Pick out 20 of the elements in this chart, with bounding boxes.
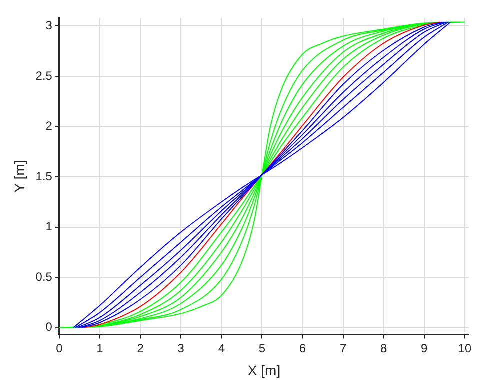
x-tick-label: 6 bbox=[299, 341, 306, 356]
x-axis-title: X [m] bbox=[248, 362, 281, 378]
x-tick-label: 5 bbox=[258, 341, 266, 356]
x-tick-label: 8 bbox=[380, 341, 388, 356]
x-tick-label: 4 bbox=[218, 341, 226, 356]
y-tick-label: 1 bbox=[46, 220, 53, 234]
y-tick-label: 2 bbox=[46, 119, 53, 134]
y-axis-title: Y [m] bbox=[11, 160, 28, 193]
x-tick-label: 7 bbox=[340, 341, 347, 356]
y-tick-label: 0 bbox=[46, 320, 53, 334]
x-tick-label: 9 bbox=[421, 341, 428, 356]
y-tick-label: 2.5 bbox=[36, 68, 53, 83]
x-tick-label: 0 bbox=[56, 341, 64, 356]
y-tick-label: 0.5 bbox=[36, 270, 53, 284]
x-tick-label: 3 bbox=[178, 341, 185, 356]
x-tick-label: 1 bbox=[96, 341, 104, 356]
y-tick-label: 1.5 bbox=[36, 169, 53, 184]
x-tick-label: 10 bbox=[458, 341, 472, 356]
x-tick-label: 2 bbox=[137, 341, 144, 356]
y-tick-label: 3 bbox=[46, 18, 53, 33]
